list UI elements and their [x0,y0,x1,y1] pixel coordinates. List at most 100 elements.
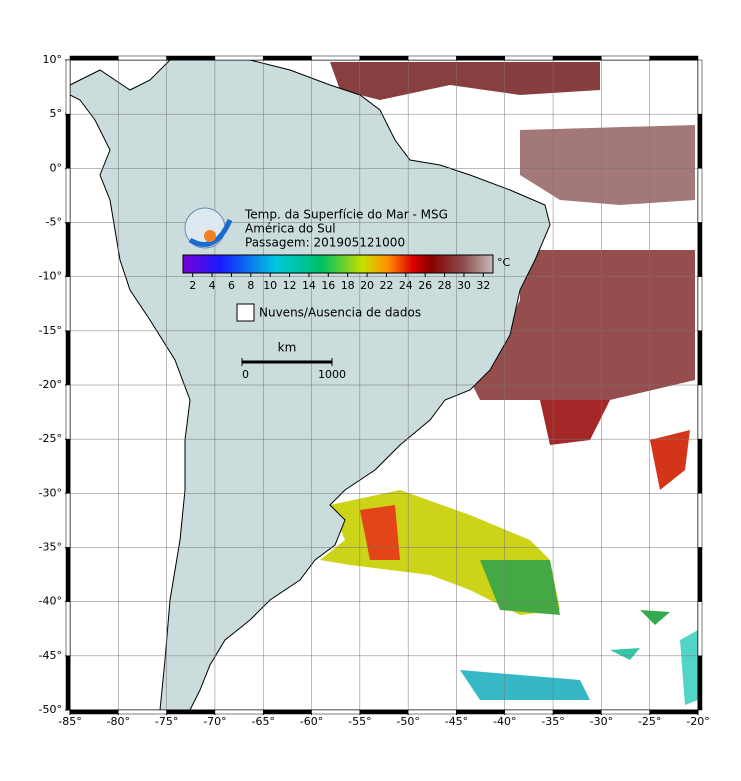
frame-segment [697,113,703,169]
frame-segment [65,547,71,602]
frame-segment [262,55,312,61]
scale-unit: km [278,341,297,355]
frame-segment [697,655,703,711]
frame-segment [697,276,703,332]
colorbar-tick-label: 2 [189,279,196,292]
y-tick-label: 5° [50,107,63,120]
y-tick-label: 0° [50,161,63,174]
frame-segment [601,55,650,61]
clouds-swatch [236,303,255,322]
frame-segment [166,709,216,715]
frame-segment [65,222,71,277]
frame-segment [649,55,699,61]
frame-segment [552,55,602,61]
y-tick-label: -5° [46,216,62,229]
frame-segment [697,59,703,115]
colorbar-tick-label: 26 [418,279,432,292]
scale-tick-label: 1000 [318,368,346,381]
frame-segment [552,709,602,715]
colorbar-tick-label: 8 [247,279,254,292]
x-tick-label: -20° [686,715,709,728]
frame-segment [601,709,650,715]
colorbar-tick-label: 18 [341,279,355,292]
frame-segment [456,55,506,61]
y-tick-label: 10° [43,53,63,66]
frame-segment [65,493,71,548]
clouds-label: Nuvens/Ausencia de dados [259,306,421,320]
frame-segment [311,55,361,61]
frame-segment [65,384,71,440]
colorbar-tick-label: 14 [302,279,316,292]
colorbar-tick-label: 20 [360,279,374,292]
frame-segment [65,601,71,657]
y-tick-label: -50° [39,703,62,716]
y-tick-label: -35° [39,541,62,554]
frame-segment [504,709,554,715]
frame-segment [65,59,71,115]
frame-segment [65,655,71,711]
legend-title: Temp. da Superfície do Mar - MSG [244,208,448,222]
frame-segment [697,601,703,657]
y-tick-label: -15° [39,324,62,337]
frame-segment [697,384,703,440]
colorbar-tick-label: 30 [457,279,471,292]
frame-segment [456,709,506,715]
frame-segment [214,55,264,61]
legend-subtitle: América do Sul [245,222,336,236]
colorbar-tick-label: 10 [263,279,277,292]
colorbar-tick-label: 28 [438,279,452,292]
colorbar-tick-label: 6 [228,279,235,292]
frame-segment [69,55,119,61]
x-tick-label: -60° [300,715,323,728]
frame-border [65,55,703,715]
x-tick-label: -35° [541,715,564,728]
frame-segment [311,709,361,715]
x-tick-label: -85° [58,715,81,728]
y-tick-label: -40° [39,595,62,608]
x-tick-label: -55° [348,715,371,728]
frame-segment [262,709,312,715]
frame-segment [214,709,264,715]
y-tick-label: -10° [39,270,62,283]
y-tick-label: -45° [39,649,62,662]
legend-pass: Passagem: 201905121000 [245,236,405,250]
y-tick-label: -20° [39,378,62,391]
x-tick-label: -65° [251,715,274,728]
x-tick-label: -80° [107,715,130,728]
x-tick-label: -50° [396,715,419,728]
frame-segment [697,493,703,548]
frame-segment [65,276,71,332]
frame-segment [65,330,71,386]
colorbar-unit: °C [497,256,511,269]
y-tick-label: -30° [39,486,62,499]
frame-segment [118,709,167,715]
colorbar-tick-label: 4 [209,279,216,292]
sst-patches [320,62,698,705]
inpe-logo [184,207,233,249]
colorbar-tick-label: 32 [476,279,490,292]
frame-segment [649,709,699,715]
frame-segment [118,55,167,61]
frame-segment [359,709,409,715]
frame-segment [504,55,554,61]
colorbar-tick-label: 24 [399,279,413,292]
frame-segment [697,438,703,494]
frame-segment [65,438,71,494]
frame-segment [69,709,119,715]
frame-segment [697,547,703,602]
frame-segment [697,222,703,277]
colorbar-tick-label: 22 [379,279,393,292]
colorbar-tick-label: 16 [321,279,335,292]
frame-segment [65,168,71,223]
frame-segment [407,709,457,715]
colorbar [182,254,494,274]
frame-segment [359,55,409,61]
frame-segment [697,168,703,223]
x-tick-label: -75° [155,715,178,728]
scale-tick-label: 0 [242,368,249,381]
x-tick-label: -70° [203,715,226,728]
frame-segment [166,55,216,61]
frame-segment [65,113,71,169]
x-tick-label: -45° [445,715,468,728]
